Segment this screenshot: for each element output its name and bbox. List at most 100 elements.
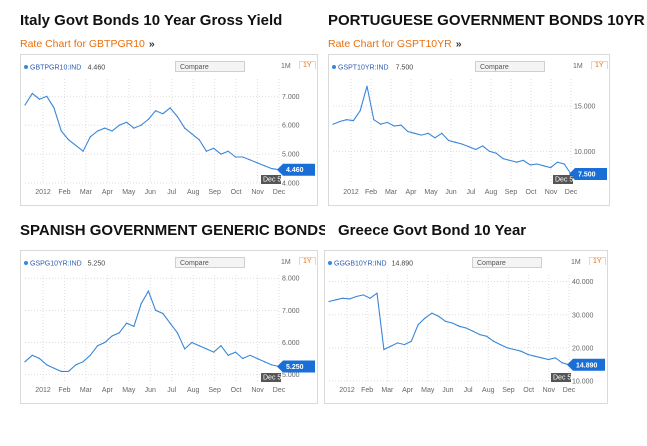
panel-title: Greece Govt Bond 10 Year	[338, 222, 527, 239]
data-point	[82, 361, 84, 363]
data-point	[386, 121, 388, 124]
data-point	[53, 367, 55, 369]
data-point	[509, 159, 511, 161]
data-point	[82, 150, 84, 152]
y-tick-label: 4.000	[282, 181, 300, 188]
data-point	[184, 127, 186, 129]
rate-chart-link-label[interactable]: Rate Chart for GBTPGR10	[20, 38, 145, 50]
data-point	[516, 161, 518, 163]
data-point	[362, 294, 364, 296]
data-point	[263, 361, 266, 363]
data-point	[482, 145, 484, 147]
data-point	[390, 345, 392, 347]
data-point	[242, 156, 244, 158]
data-point	[407, 130, 409, 133]
ticker-label: GBTPGR10:IND	[30, 65, 81, 72]
data-point	[396, 342, 399, 344]
x-tick-label: Dec	[563, 387, 576, 394]
rate-chart-link[interactable]: Rate Chart for GSPT10YR»	[328, 38, 462, 50]
data-point	[271, 167, 273, 170]
data-point	[420, 134, 422, 136]
compare-button[interactable]: Compare	[175, 61, 245, 72]
last-value-badge	[277, 360, 315, 373]
x-tick-label: Apr	[102, 387, 114, 394]
data-point	[563, 163, 565, 165]
data-point	[220, 345, 222, 347]
data-point	[369, 297, 371, 299]
chevron-right-icon: »	[148, 38, 155, 50]
data-point	[140, 303, 142, 305]
data-point	[271, 364, 273, 366]
data-point	[67, 370, 70, 372]
x-tick-label: Dec	[273, 189, 286, 196]
last-value-badge	[277, 163, 315, 176]
compare-button[interactable]: Compare	[175, 257, 245, 268]
compare-button[interactable]: Compare	[475, 61, 545, 72]
data-point	[227, 354, 229, 356]
data-point	[198, 139, 200, 141]
x-tick-label: Mar	[80, 387, 93, 394]
chart-area: Compare 1M 1Y GBTPGR10:IND 4.460 4.000 5.000 6.…	[20, 54, 318, 206]
data-point	[155, 309, 157, 311]
timeframe-1m-tab[interactable]: 1M	[573, 63, 583, 70]
x-tick-label: Jun	[145, 387, 156, 394]
x-tick-label: Feb	[58, 387, 70, 394]
legend-dot-icon	[328, 261, 332, 265]
data-point	[126, 121, 128, 123]
x-tick-label: Jun	[442, 387, 453, 394]
data-point	[96, 130, 99, 132]
rate-chart-link[interactable]: Rate Chart for GBTPGR10»	[20, 38, 155, 50]
data-point	[213, 351, 215, 353]
x-tick-label: Mar	[385, 189, 398, 196]
data-point	[111, 335, 113, 337]
data-point	[111, 130, 113, 132]
data-point	[335, 299, 337, 301]
data-point	[169, 322, 171, 324]
timeframe-1y-tab[interactable]: 1Y	[299, 61, 316, 69]
data-point	[198, 345, 200, 347]
data-point	[550, 167, 552, 169]
ticker-label: GSPG10YR:IND	[30, 261, 82, 268]
data-point	[184, 348, 186, 350]
data-point	[472, 330, 474, 332]
data-point	[380, 123, 382, 125]
data-point	[393, 125, 395, 127]
timeframe-1m-tab[interactable]: 1M	[571, 259, 581, 266]
x-tick-label: Jun	[445, 189, 456, 196]
data-point	[191, 133, 193, 135]
data-point	[176, 332, 178, 334]
data-point	[104, 341, 106, 344]
data-point	[118, 124, 120, 126]
x-tick-label: May	[424, 189, 438, 196]
timeframe-1m-tab[interactable]: 1M	[281, 259, 291, 266]
x-tick-label: Jun	[145, 189, 156, 196]
timeframe-1y-tab[interactable]: 1Y	[591, 61, 608, 69]
data-point	[31, 354, 33, 356]
timeframe-1y-tab[interactable]: 1Y	[299, 257, 316, 265]
chart-panel-italy: Italy Govt Bonds 10 Year Gross Yield Rat…	[20, 12, 320, 207]
x-tick-label: Nov	[251, 189, 264, 196]
timeframe-1y-tab[interactable]: 1Y	[589, 257, 606, 265]
data-point	[147, 118, 149, 121]
data-point	[339, 120, 341, 123]
panel-title: PORTUGUESE GOVERNMENT BONDS 10YR I	[328, 12, 647, 29]
y-tick-label: 6.000	[282, 123, 300, 130]
data-point	[534, 355, 536, 357]
data-point	[46, 95, 48, 97]
compare-button[interactable]: Compare	[472, 257, 542, 268]
series-line	[24, 92, 280, 171]
data-point	[213, 147, 215, 149]
line-chart: GSPT10YR:IND 7.500 10.000 15.000 2012 Feb Mar A…	[332, 65, 607, 196]
x-tick-label: Feb	[365, 189, 377, 196]
rate-chart-link-label[interactable]: Rate Chart for GSPT10YR	[328, 38, 452, 50]
data-point	[249, 159, 251, 161]
timeframe-1m-tab[interactable]: 1M	[281, 63, 291, 70]
data-point	[506, 347, 508, 349]
data-point	[352, 120, 354, 122]
x-tick-label: Nov	[543, 387, 556, 394]
data-point	[234, 351, 237, 353]
data-point	[256, 162, 258, 164]
last-value-label: 5.250	[286, 364, 304, 371]
x-tick-label: 2012	[35, 189, 51, 196]
ticker-value: 7.500	[396, 65, 414, 72]
